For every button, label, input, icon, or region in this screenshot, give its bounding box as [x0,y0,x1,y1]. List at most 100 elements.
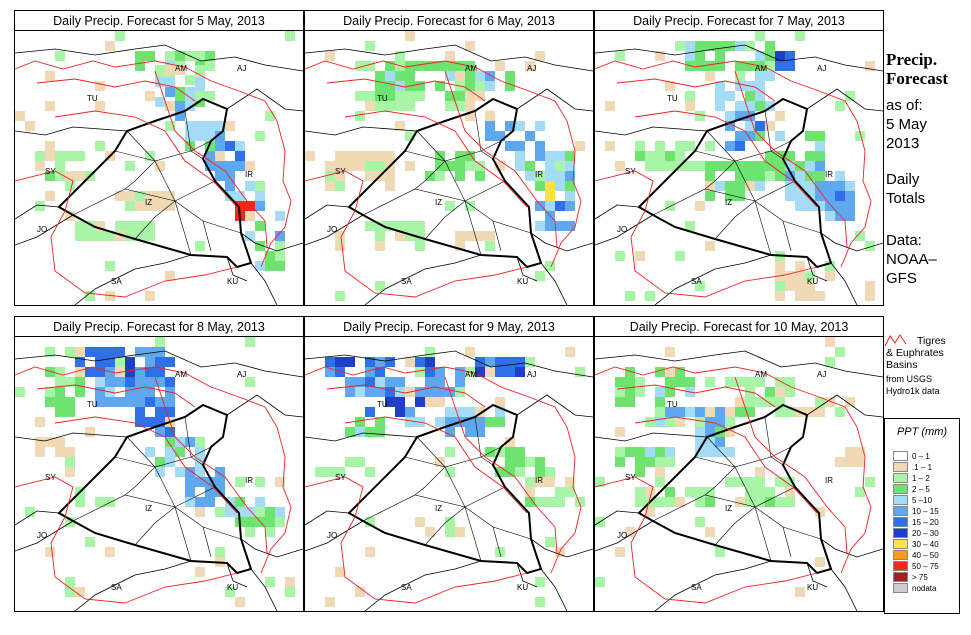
country-label: IZ [725,504,732,513]
daily-label: Daily [886,171,920,188]
legend-item: > 75 [893,572,928,583]
legend-label: > 75 [912,573,928,582]
country-label: IZ [725,198,732,207]
basin-outline [305,60,582,298]
country-label: AJ [817,370,826,379]
panel-title: Daily Precip. Forecast for 9 May, 2013 [305,317,593,337]
country-label: AJ [817,64,826,73]
legend-label: 50 – 75 [912,562,939,571]
panel-title: Daily Precip. Forecast for 8 May, 2013 [15,317,303,337]
precip-map: AM AJ TU SY IR JO SA KU IZ [305,31,593,305]
country-borders [595,44,883,305]
country-label: AM [175,370,187,379]
asof-year: 2013 [886,135,920,152]
country-label: TU [667,400,678,409]
precip-map: AM AJ TU SY IR JO SA KU IZ [15,31,303,305]
country-label: KU [227,583,238,592]
country-borders [15,350,303,611]
legend-swatch [893,561,908,571]
legend-swatch [893,506,908,516]
precip-map: AM AJ TU SY IR JO SA KU IZ [595,31,883,305]
sidebar-title-1: Precip. [886,50,938,69]
legend-swatch [893,473,908,483]
country-label: AJ [237,64,246,73]
basin-label-2: & Euphrates [886,347,944,359]
map-panel-6: Daily Precip. Forecast for 10 May, 2013 … [594,316,884,612]
country-label: IR [825,170,833,179]
map-panel-2: Daily Precip. Forecast for 6 May, 2013 A… [304,10,594,306]
basin-label-3: Basins [886,359,918,371]
legend-item: 50 – 75 [893,561,939,572]
legend-item: .1 – 1 [893,462,932,473]
iraq-border [637,403,833,575]
map-panel-4: Daily Precip. Forecast for 8 May, 2013 A… [14,316,304,612]
iraq-border [347,97,543,269]
basin-label-1: Tigres [917,335,946,347]
country-label: JO [37,531,47,540]
country-label: JO [617,531,627,540]
country-borders [15,44,303,305]
country-label: AM [465,64,477,73]
map-panel-3: Daily Precip. Forecast for 7 May, 2013 A… [594,10,884,306]
legend-swatch [893,550,908,560]
country-label: AM [175,64,187,73]
country-borders [305,44,593,305]
country-label: KU [807,583,818,592]
basin-label-4: from USGS [886,374,933,384]
country-label: AM [755,370,767,379]
country-label: SY [625,167,636,176]
precip-map: AM AJ TU SY IR JO SA KU IZ [595,337,883,611]
country-label: KU [517,583,528,592]
country-label: AJ [237,370,246,379]
legend-item: 1 – 2 [893,473,930,484]
legend-title: PPT (mm) [896,426,948,438]
country-label: IR [245,170,253,179]
legend-swatch [893,517,908,527]
legend-swatch [893,495,908,505]
legend-label: 5 –10 [912,496,933,505]
panel-title: Daily Precip. Forecast for 6 May, 2013 [305,11,593,31]
map-panel-1: Daily Precip. Forecast for 5 May, 2013 A… [14,10,304,306]
country-label: AJ [527,64,536,73]
country-label: SY [45,167,56,176]
legend-swatch [893,528,908,538]
legend-item: 0 – 1 [893,451,930,462]
legend-item: 5 –10 [893,495,932,506]
legend-item: 15 – 20 [893,517,939,528]
country-label: JO [327,531,337,540]
basin-outline [15,366,292,604]
country-label: IZ [145,198,152,207]
ppt-legend: PPT (mm) 0 – 1 .1 – 1 1 – 2 2 – 5 5 –10 … [884,418,960,614]
legend-label: nodata [912,584,937,593]
country-label: IR [825,476,833,485]
legend-item: 40 – 50 [893,550,939,561]
country-label: IZ [145,504,152,513]
country-label: TU [377,94,388,103]
legend-swatch [893,539,908,549]
basin-outline [305,366,582,604]
country-label: AJ [527,370,536,379]
panel-title: Daily Precip. Forecast for 7 May, 2013 [595,11,883,31]
data-source-2: GFS [886,270,917,287]
country-label: TU [377,400,388,409]
legend-swatch [893,451,908,461]
asof-date: 5 May [886,116,927,133]
legend-label: 10 – 15 [912,507,939,516]
iraq-border [637,97,833,269]
legend-item: 10 – 15 [893,506,939,517]
legend-item: 2 – 5 [893,484,930,495]
country-label: SA [691,583,702,592]
country-label: JO [327,225,337,234]
country-label: SA [111,277,122,286]
precip-cells [305,31,585,301]
country-borders [305,350,593,611]
data-source-1: NOAA– [886,251,937,268]
basin-outline [15,60,292,298]
basin-line-icon [884,334,907,347]
country-label: SY [45,473,56,482]
precip-map: AM AJ TU SY IR JO SA KU IZ [305,347,593,611]
country-label: SY [625,473,636,482]
country-label: SA [691,277,702,286]
country-label: IZ [435,504,442,513]
country-label: SY [335,473,346,482]
